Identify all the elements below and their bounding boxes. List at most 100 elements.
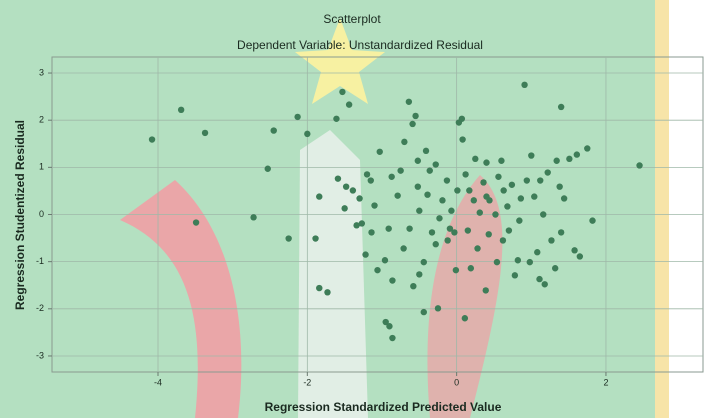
scatter-point [500, 237, 506, 243]
scatter-point [474, 245, 480, 251]
y-tick-label: -1 [36, 256, 44, 266]
scatter-point [429, 229, 435, 235]
scatter-point [540, 211, 546, 217]
scatter-point [515, 257, 521, 263]
scatter-point [178, 107, 184, 113]
scatter-point [494, 259, 500, 265]
scatter-point [316, 193, 322, 199]
scatter-point [451, 229, 457, 235]
scatter-point [389, 335, 395, 341]
scatter-point [385, 225, 391, 231]
y-tick-label: 1 [39, 162, 44, 172]
scatter-point [509, 182, 515, 188]
page: Scatterplot Dependent Variable: Unstanda… [0, 0, 705, 418]
scatter-point [566, 156, 572, 162]
scatter-point [548, 237, 554, 243]
scatter-point [339, 89, 345, 95]
scatter-point [466, 187, 472, 193]
scatter-point [480, 179, 486, 185]
scatter-point [364, 171, 370, 177]
scatter-point [415, 158, 421, 164]
scatter-point [343, 183, 349, 189]
scatter-point [584, 145, 590, 151]
scatter-point [462, 171, 468, 177]
background-margin [669, 0, 705, 418]
scatter-point [202, 130, 208, 136]
scatter-point [492, 211, 498, 217]
scatter-point [471, 197, 477, 203]
scatter-point [377, 149, 383, 155]
x-tick-label: -4 [154, 377, 162, 387]
scatter-point [362, 251, 368, 257]
scatter-point [468, 265, 474, 271]
scatter-point [462, 315, 468, 321]
scatter-point [427, 167, 433, 173]
chart: Scatterplot Dependent Variable: Unstanda… [0, 0, 705, 418]
scatter-point [574, 151, 580, 157]
scatter-point [506, 227, 512, 233]
scatter-point [545, 169, 551, 175]
scatter-point [271, 127, 277, 133]
scatter-point [518, 195, 524, 201]
scatter-point [561, 195, 567, 201]
scatter-point [416, 208, 422, 214]
scatter-point [521, 82, 527, 88]
scatter-point [409, 121, 415, 127]
scatter-point [368, 177, 374, 183]
scatter-point [389, 277, 395, 283]
scatter-point [412, 113, 418, 119]
scatter-point [374, 267, 380, 273]
scatter-point [477, 209, 483, 215]
scatter-point [534, 249, 540, 255]
scatter-point [335, 175, 341, 181]
scatter-point [388, 174, 394, 180]
scatter-point [537, 177, 543, 183]
scatter-point [500, 187, 506, 193]
scatter-point [149, 136, 155, 142]
scatter-point [368, 229, 374, 235]
scatter-point [524, 177, 530, 183]
scatter-point [444, 237, 450, 243]
scatter-point [531, 193, 537, 199]
scatter-point [536, 276, 542, 282]
scatter-point [552, 265, 558, 271]
scatter-point [410, 283, 416, 289]
watermark-pillar [298, 130, 368, 418]
scatter-point [406, 225, 412, 231]
scatter-point [382, 257, 388, 263]
scatter-point [542, 281, 548, 287]
scatter-point [333, 116, 339, 122]
scatter-point [421, 259, 427, 265]
scatter-point [483, 287, 489, 293]
y-tick-label: -3 [36, 350, 44, 360]
scatter-point [512, 272, 518, 278]
scatter-point [483, 193, 489, 199]
scatter-point [636, 162, 642, 168]
scatter-point [265, 166, 271, 172]
scatter-point [316, 285, 322, 291]
scatter-point [498, 158, 504, 164]
scatter-point [577, 253, 583, 259]
scatter-point [400, 245, 406, 251]
scatter-point [465, 227, 471, 233]
scatter-point [472, 156, 478, 162]
background-stripe [655, 0, 669, 418]
scatter-point [433, 161, 439, 167]
scatter-point [459, 116, 465, 122]
scatter-point [436, 215, 442, 221]
scatter-point [250, 214, 256, 220]
chart-title: Scatterplot [323, 12, 381, 26]
scatter-point [304, 131, 310, 137]
scatter-point [356, 195, 362, 201]
scatter-point [353, 222, 359, 228]
x-axis-label: Regression Standardized Predicted Value [265, 400, 502, 414]
scatter-point [495, 174, 501, 180]
scatter-point [453, 267, 459, 273]
scatter-point [406, 99, 412, 105]
scatter-point [528, 152, 534, 158]
y-tick-label: 0 [39, 209, 44, 219]
scatter-point [444, 177, 450, 183]
scatter-point [558, 229, 564, 235]
scatter-point [558, 104, 564, 110]
scatter-point [285, 235, 291, 241]
